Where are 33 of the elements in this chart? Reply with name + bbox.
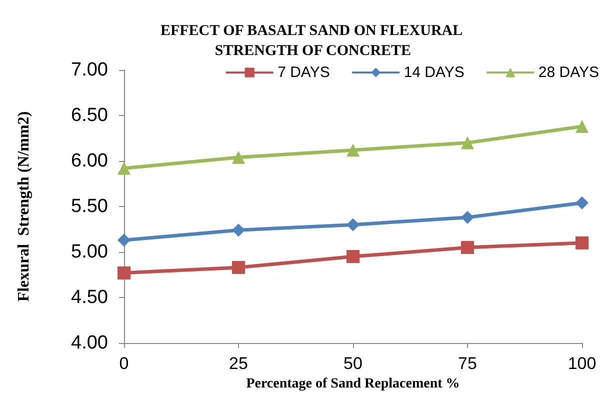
point: [346, 218, 360, 232]
point: [232, 260, 245, 274]
point: [461, 136, 474, 150]
legend-label: 14 DAYS: [404, 64, 464, 81]
legend-label: 28 DAYS: [538, 64, 600, 81]
chart-title: EFFECT OF BASALT SAND ON FLEXURAL STRENGTH OF CONCRETE: [160, 23, 466, 59]
x-tick-label: 100: [568, 354, 596, 373]
point: [461, 240, 474, 254]
x-tick-label: 25: [229, 354, 248, 373]
point: [118, 162, 130, 175]
y-tick-label: 5.00: [71, 242, 108, 262]
y-axis-title: Flexural Strength (N/mm2): [16, 111, 32, 302]
y-tick-label: 4.50: [71, 287, 108, 308]
point: [232, 224, 245, 237]
point: [118, 266, 130, 280]
point: [118, 234, 130, 247]
y-tick-label: 4.00: [71, 332, 108, 354]
point: [461, 210, 474, 224]
point: [576, 236, 588, 250]
y-tick-label: 6.00: [71, 150, 108, 172]
point: [346, 250, 360, 264]
x-tick-label: 75: [458, 354, 477, 373]
point: [346, 144, 360, 157]
point: [576, 196, 588, 210]
legend-label: 7 DAYS: [278, 64, 330, 81]
point: [576, 120, 588, 133]
point: [232, 150, 245, 164]
y-tick-label: 7.00: [71, 60, 108, 80]
y-tick-label: 6.50: [71, 105, 108, 126]
x-axis-title: Percentage of Sand Replacement %: [246, 376, 460, 392]
y-tick-label: 5.50: [71, 196, 108, 217]
x-tick-label: 0: [119, 354, 129, 373]
x-tick-label: 50: [344, 354, 362, 373]
